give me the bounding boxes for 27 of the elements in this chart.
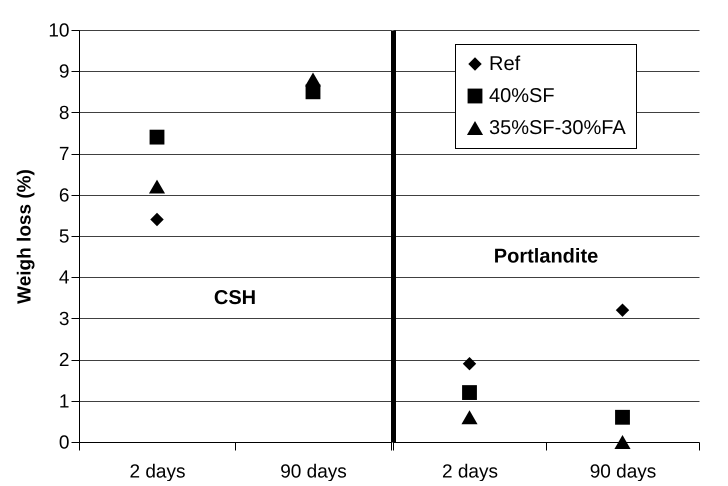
point (150, 212, 164, 226)
y-tick-label: 3 (58, 308, 70, 330)
legend-label: 40%SF (489, 85, 555, 107)
point (615, 410, 630, 425)
y-tick-label: 0 (58, 432, 70, 454)
legend-label: 35%SF-30%FA (489, 117, 626, 139)
y-axis-title: Weigh loss (%) (14, 169, 36, 304)
point (462, 357, 476, 370)
y-tick-label: 5 (58, 226, 70, 248)
y-tick-label: 8 (58, 102, 70, 124)
point (304, 72, 322, 86)
point (614, 435, 631, 449)
y-tick-label: 10 (48, 20, 70, 42)
y-tick-label: 6 (58, 185, 70, 206)
y-tick-label: 7 (58, 144, 70, 166)
y-tick-label: 1 (58, 391, 70, 412)
legend-label: Ref (489, 53, 521, 75)
point (461, 410, 478, 424)
point (462, 385, 477, 400)
annotation: CSH (214, 286, 256, 309)
y-tick-label: 4 (58, 268, 70, 289)
point (150, 130, 164, 145)
point (616, 303, 630, 317)
y-tick-label: 9 (58, 62, 70, 83)
y-tick-label: 2 (58, 350, 70, 372)
annotation: Portlandite (494, 246, 598, 268)
point (148, 180, 166, 194)
